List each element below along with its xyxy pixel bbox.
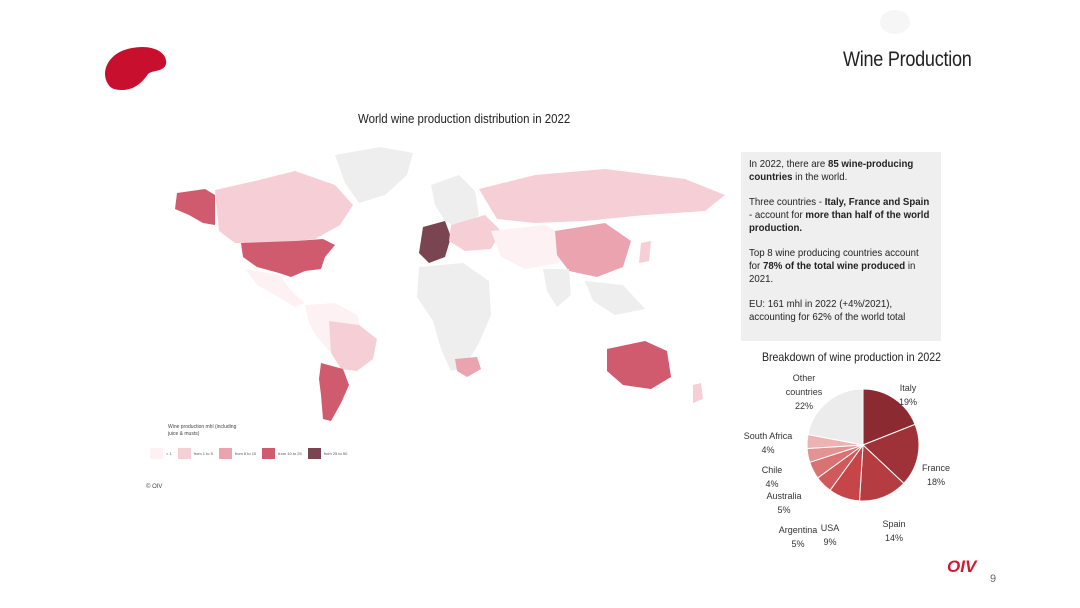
legend-label: from 1 to 5 (193, 451, 213, 456)
map-region-russia (479, 169, 725, 223)
map-region-western-europe (419, 221, 451, 263)
oiv-logo: OIV (947, 557, 977, 576)
info-paragraph: Top 8 wine producing countries account f… (749, 247, 919, 285)
legend-swatch (177, 448, 191, 459)
legend-item: from 10 to 25 (262, 448, 302, 459)
legend-label: < 1 (166, 451, 172, 456)
pie-label: Australia 5% (766, 491, 801, 515)
watermark (880, 10, 910, 34)
legend-item: from 1 to 5 (177, 448, 213, 459)
map-legend: < 1 from 1 to 5 from 6 to 10 from 10 to … (150, 448, 347, 459)
pie-slice-italy (862, 388, 916, 446)
map-region-india (543, 269, 571, 307)
pie-label: Chile 4% (762, 465, 783, 489)
pie-chart-title: Breakdown of wine production in 2022 (762, 350, 942, 364)
legend-title: Wine production mhl (including juice & m… (168, 424, 237, 437)
legend-item: < 1 (150, 448, 172, 459)
page-title: Wine Production (843, 48, 972, 71)
pie-slice-other-countries (807, 388, 864, 446)
legend-label: from 10 to 25 (278, 451, 302, 456)
map-region-new-zealand (693, 383, 703, 403)
map-region-northern-europe (431, 175, 479, 229)
legend-label: from 6 to 10 (234, 451, 257, 456)
map-region-central-asia (491, 225, 575, 269)
info-paragraph: In 2022, there are 85 wine-producing cou… (749, 158, 914, 183)
pie-label: USA 9% (821, 523, 840, 547)
pie-label: Other countries 22% (786, 373, 823, 411)
pie-label: Spain 14% (882, 519, 905, 543)
info-paragraph: Three countries - Italy, France and Spai… (749, 196, 930, 234)
pie-label: South Africa 4% (744, 431, 793, 455)
map-region-alaska (175, 189, 215, 225)
brand-logo (105, 46, 167, 90)
map-region-africa (417, 263, 491, 371)
legend-label: from 25 to 50 (323, 451, 348, 456)
map-region-argentina (319, 363, 349, 421)
map-title: World wine production distribution in 20… (358, 111, 571, 126)
info-box: In 2022, there are 85 wine-producing cou… (741, 152, 941, 341)
legend-swatch (262, 448, 276, 459)
legend-item: from 25 to 50 (307, 448, 348, 459)
info-paragraph: EU: 161 mhl in 2022 (+4%/2021), accountin… (749, 298, 906, 323)
map-region-canada (215, 171, 353, 243)
pie-label: France 18% (922, 463, 950, 487)
map-region-usa (241, 239, 335, 277)
map-region-china (555, 223, 631, 277)
map-region-eastern-europe (449, 215, 501, 251)
pie-chart: Italy 19% France 18% Spain 14% USA 9%Argentina 5… (744, 373, 950, 549)
world-map (175, 147, 725, 421)
legend-item: from 6 to 10 (218, 448, 257, 459)
map-region-japan (639, 241, 651, 263)
page-number: 9 (990, 573, 997, 585)
legend-swatch (218, 448, 232, 459)
pie-label: Argentina 5% (779, 525, 818, 549)
copyright-text: © OIV (146, 484, 163, 490)
map-region-mexico (245, 269, 305, 307)
map-region-australia (607, 341, 671, 389)
map-region-brazil (329, 321, 377, 371)
legend-swatch (307, 448, 321, 459)
map-region-south-africa (455, 357, 481, 377)
pie-label: Italy 19% (899, 383, 917, 407)
pie-slice-france (862, 423, 920, 485)
map-region-greenland (335, 147, 413, 203)
map-region-se-asia (585, 281, 645, 315)
legend-swatch (150, 448, 163, 459)
